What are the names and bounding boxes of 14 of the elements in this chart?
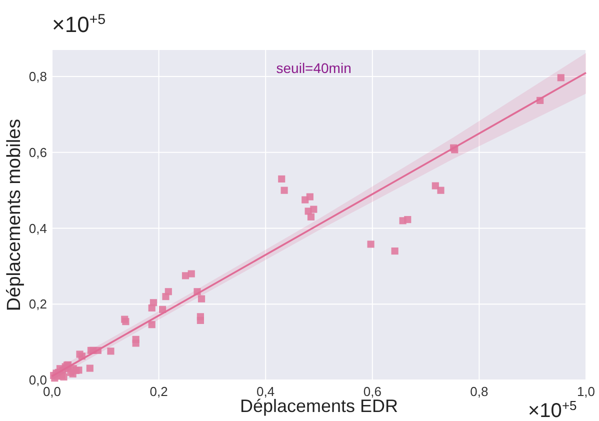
y-tick-label: 0,2 [28,296,47,312]
text: ×10$^{+5}$ [52,12,106,37]
x-tick-label: 0,4 [256,384,275,399]
x-tick-label: 1,0 [576,384,596,399]
text: ×10$^{+5}$ [528,398,577,421]
x-tick-label: 0,2 [150,384,168,399]
x-tick-label: 0,8 [470,384,488,399]
annotation: seuil=40min [276,60,352,76]
x-tick-label: 0,6 [363,384,382,399]
y-tick-label: 0,8 [28,69,47,84]
y-axis-title: Déplacements mobiles [4,118,25,312]
y-tick-label: 0,4 [28,220,47,236]
x-axis-title: Déplacements EDR [240,396,398,416]
y-tick-label: 0,6 [28,144,47,160]
